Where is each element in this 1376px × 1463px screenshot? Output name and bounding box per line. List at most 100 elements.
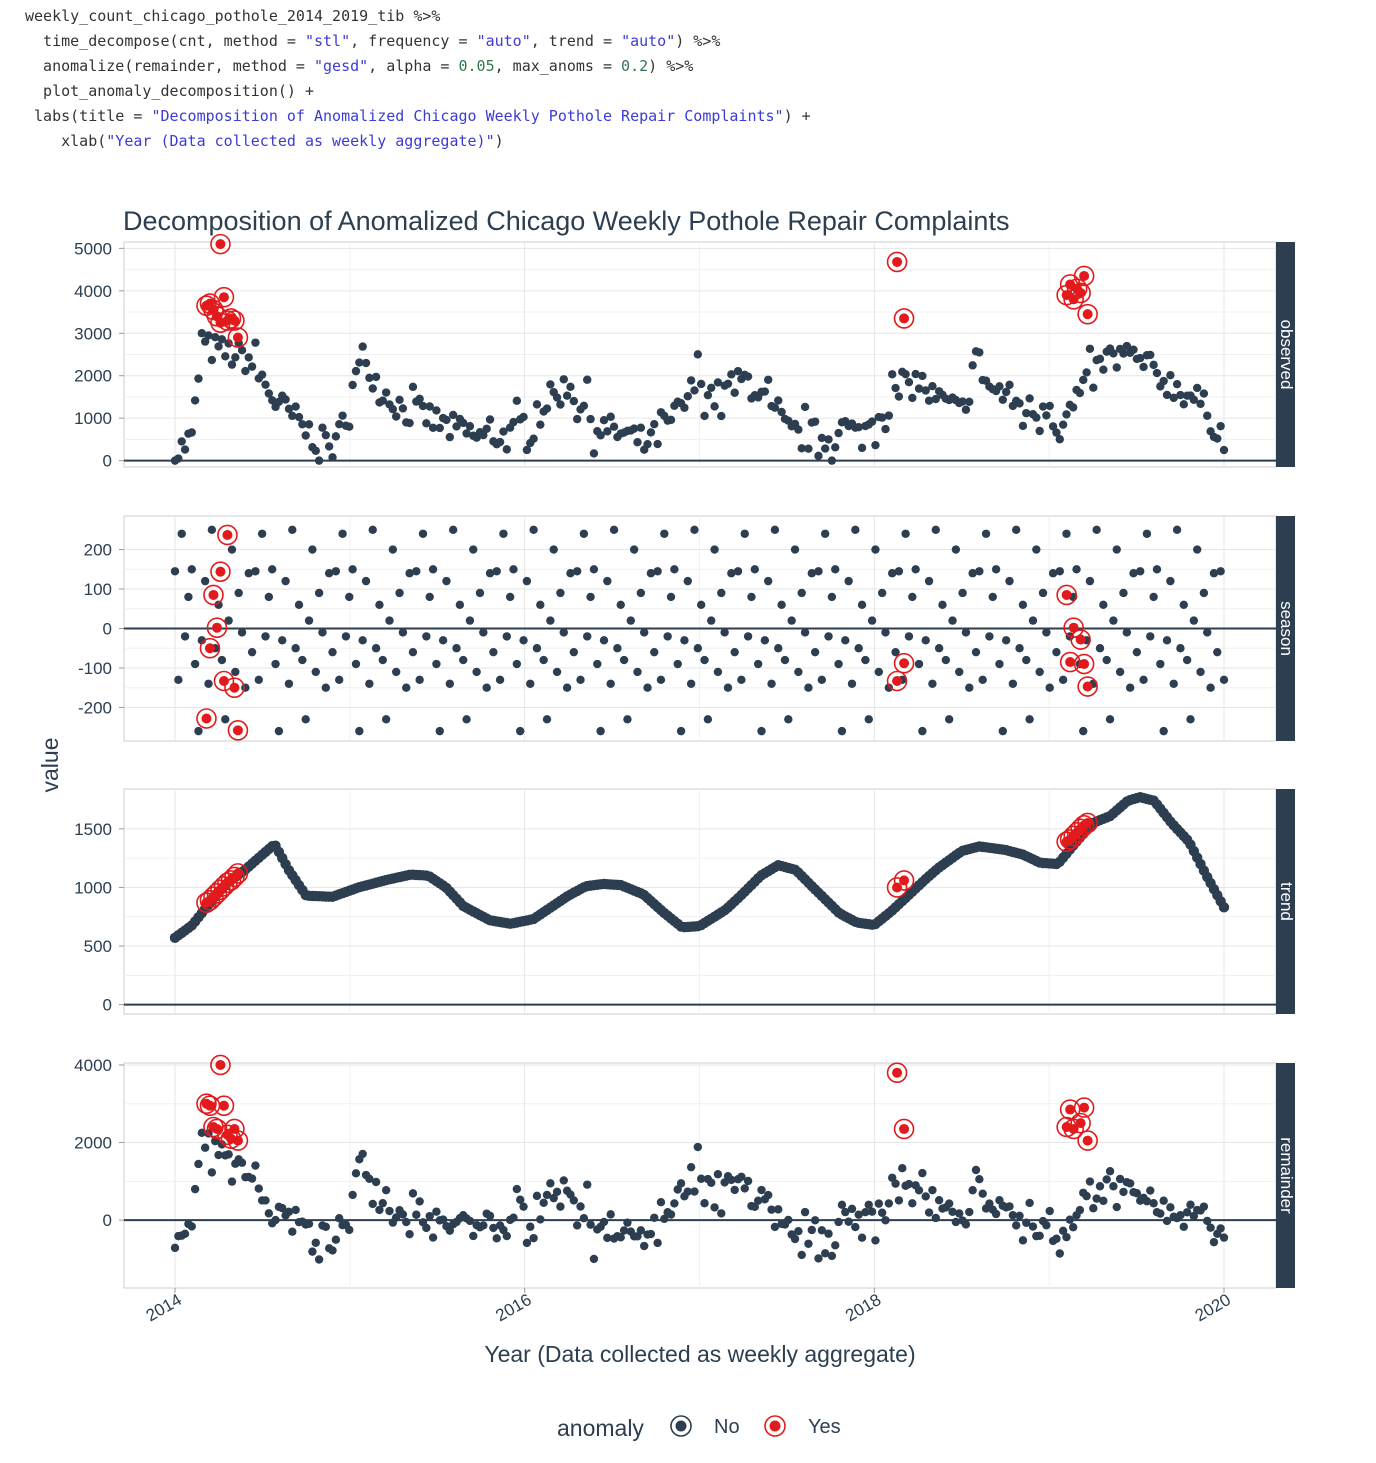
data-point: [700, 655, 709, 665]
facet-panel-trend: 0 500 1000 1500 trend: [74, 788, 1296, 1015]
data-point: [1032, 545, 1041, 554]
data-point: [831, 1241, 840, 1250]
data-point: [760, 636, 770, 645]
data-point: [278, 1203, 287, 1213]
data-point: [328, 1246, 337, 1255]
data-point: [1176, 644, 1185, 653]
data-point: [512, 659, 522, 669]
data-point: [958, 588, 967, 598]
data-point: [180, 1229, 190, 1238]
data-point: [572, 567, 582, 576]
data-point: [928, 381, 937, 391]
anomaly-point: [1075, 287, 1086, 298]
data-point: [844, 1217, 853, 1226]
data-point: [653, 1238, 662, 1248]
data-point: [717, 588, 726, 598]
data-point: [683, 1187, 692, 1196]
code-token: "Decomposition of Anomalized Chicago Wee…: [151, 106, 784, 125]
data-point: [318, 628, 327, 637]
data-point: [418, 529, 428, 538]
data-point: [733, 567, 743, 576]
data-point: [750, 565, 759, 574]
data-point: [998, 726, 1008, 736]
data-point: [703, 715, 713, 724]
code-token: plot_anomaly_decomposition() +: [25, 81, 314, 100]
data-point: [1052, 428, 1061, 437]
data-point: [261, 1196, 270, 1205]
code-line: plot_anomaly_decomposition() +: [25, 82, 314, 100]
data-point: [760, 387, 770, 396]
data-point: [1189, 616, 1199, 625]
anomaly-point: [201, 713, 212, 724]
data-point: [435, 423, 444, 433]
data-point: [867, 1207, 877, 1216]
data-point: [1166, 1203, 1175, 1212]
anomaly-ring: [893, 870, 915, 891]
data-point: [975, 348, 984, 357]
data-point: [730, 1185, 739, 1195]
x-axis-label: Year (Data collected as weekly aggregate…: [484, 1341, 915, 1367]
data-point: [1146, 350, 1155, 360]
data-point: [1099, 600, 1108, 610]
data-point: [851, 1222, 860, 1232]
code-token: "gesd": [313, 56, 369, 75]
data-point: [211, 333, 220, 342]
data-point: [579, 401, 589, 411]
data-point: [1216, 567, 1225, 576]
data-point: [559, 628, 568, 637]
data-point: [204, 331, 213, 340]
data-point: [469, 1231, 478, 1241]
data-point: [348, 565, 357, 574]
data-point: [274, 397, 284, 407]
data-point: [391, 412, 401, 421]
code-token: , frequency =: [350, 31, 477, 50]
data-point: [224, 339, 233, 348]
data-point: [881, 628, 890, 637]
data-point: [794, 667, 803, 677]
data-point: [603, 576, 612, 586]
data-point: [623, 715, 632, 724]
data-point: [214, 1150, 223, 1160]
data-point: [435, 726, 444, 736]
anomaly-ring: [217, 1124, 238, 1146]
data-point: [1182, 655, 1192, 665]
data-point: [1199, 588, 1209, 598]
data-point: [975, 567, 984, 576]
data-point: [787, 616, 796, 625]
data-point: [636, 588, 646, 598]
data-point: [723, 683, 733, 692]
data-point: [231, 667, 240, 677]
anomaly-ring: [224, 866, 245, 888]
data-point: [1216, 1224, 1225, 1233]
data-point: [680, 636, 689, 645]
data-point: [1038, 588, 1048, 598]
data-point: [1199, 1202, 1209, 1211]
data-point: [934, 1196, 944, 1205]
anomaly-point: [892, 1067, 903, 1078]
anomaly-point: [1079, 270, 1090, 281]
data-point: [298, 655, 307, 665]
data-point: [569, 647, 579, 657]
data-point: [522, 576, 532, 586]
data-point: [1032, 413, 1041, 422]
anomaly-ring: [203, 584, 224, 606]
data-point: [636, 1226, 646, 1235]
anomaly-point: [1082, 681, 1093, 692]
data-point: [1092, 525, 1101, 535]
data-point: [241, 683, 250, 692]
data-point: [834, 659, 843, 669]
data-point: [469, 545, 478, 554]
data-point: [891, 383, 900, 393]
data-point: [1146, 1186, 1155, 1195]
data-point: [251, 338, 260, 347]
data-point: [995, 382, 1004, 391]
data-point: [177, 529, 186, 538]
code-token: "auto": [476, 31, 531, 50]
data-point: [552, 393, 562, 402]
data-point: [609, 422, 619, 431]
data-point: [938, 600, 947, 610]
data-point: [190, 659, 200, 669]
data-point: [626, 616, 635, 625]
data-point: [877, 588, 887, 598]
data-point: [951, 1217, 961, 1227]
